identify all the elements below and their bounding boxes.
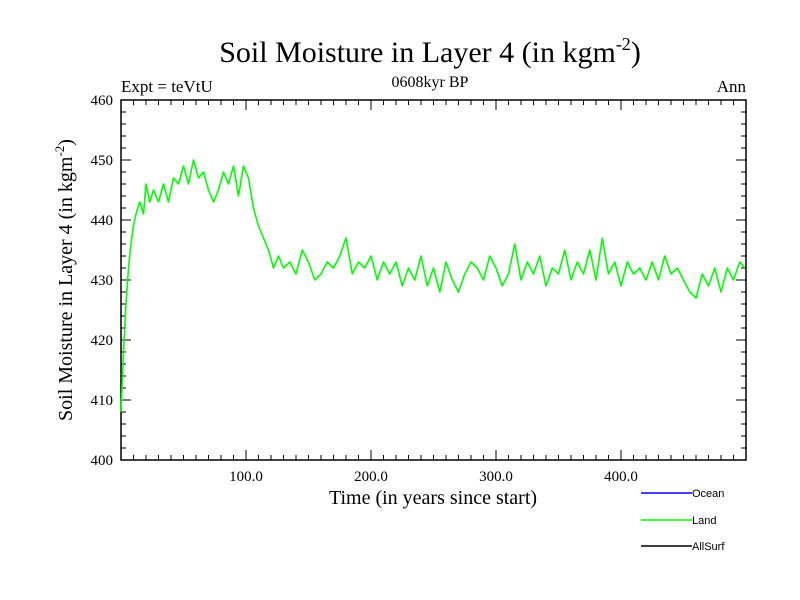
plot-frame	[120, 99, 747, 461]
y-tick-label: 410	[91, 393, 114, 409]
x-tick-label: 100.0	[229, 469, 263, 485]
chart-subtitle: 0608kyr BP	[392, 74, 469, 91]
y-tick-label: 400	[91, 453, 114, 469]
legend-label-ocean: Ocean	[692, 488, 724, 500]
x-tick-label: 300.0	[479, 469, 513, 485]
x-tick-label: 200.0	[354, 469, 388, 485]
x-tick-label: 400.0	[604, 469, 638, 485]
y-tick-label: 450	[91, 153, 114, 169]
y-axis-label: Soil Moisture in Layer 4 (in kgm-2)	[52, 139, 77, 421]
legend-label-land: Land	[692, 515, 716, 527]
y-tick-label: 430	[91, 273, 114, 289]
period-label: Ann	[717, 77, 747, 96]
legend-label-allsurf: AllSurf	[692, 541, 725, 553]
series-line-land	[120, 159, 746, 413]
chart-title: Soil Moisture in Layer 4 (in kgm-2)	[219, 34, 641, 69]
y-tick-label: 460	[91, 93, 114, 109]
y-tick-label: 420	[91, 333, 114, 349]
axis-ticks: 100.0 200.0 300.0 400.0 400 410 420 430 440 450 46…	[91, 93, 746, 485]
legend: Ocean Land AllSurf	[641, 488, 725, 553]
x-axis-label: Time (in years since start)	[329, 487, 537, 509]
experiment-label: Expt = teVtU	[121, 77, 213, 96]
series-layer	[120, 159, 746, 413]
y-tick-label: 440	[91, 213, 114, 229]
